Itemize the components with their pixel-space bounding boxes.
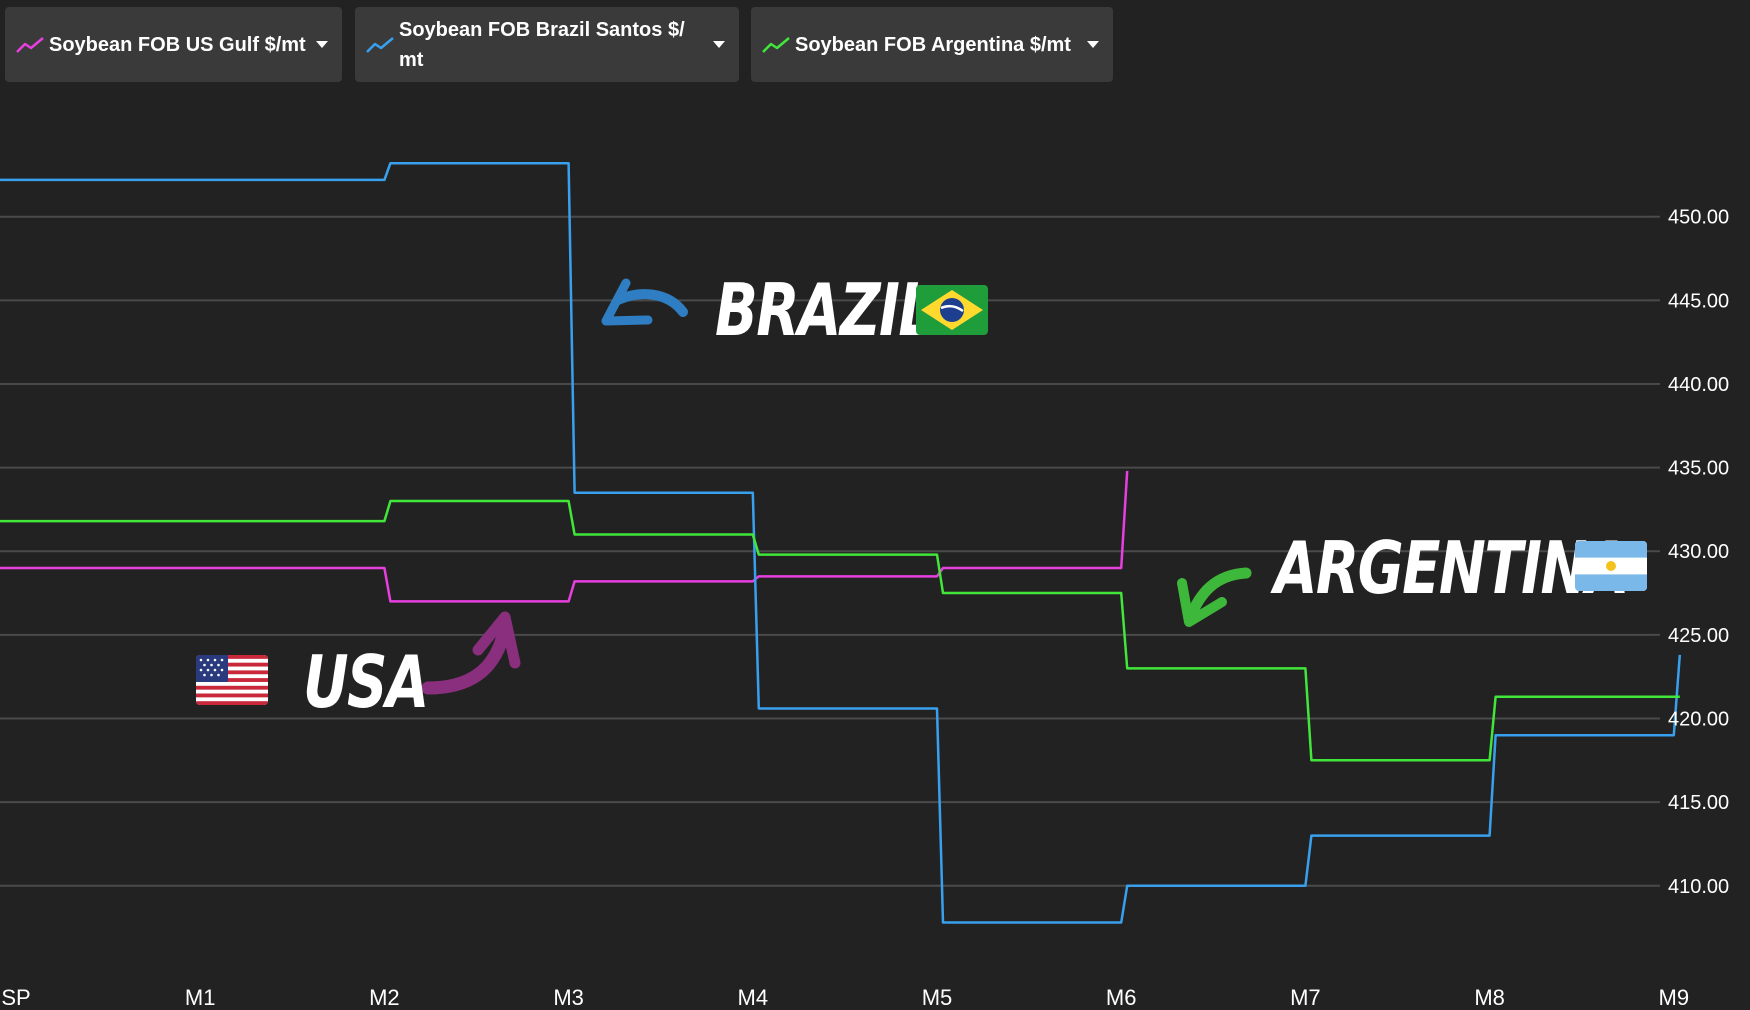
- y-tick-label: 435.00: [1668, 458, 1729, 480]
- argentina-flag-icon: [1575, 541, 1647, 591]
- curved-arrow-icon: [1184, 567, 1252, 624]
- legend-label: Soybean FOB Brazil Santos $/ mt: [399, 18, 685, 71]
- us-flag-icon: [196, 655, 268, 705]
- x-tick-label: M5: [922, 985, 953, 1010]
- y-tick-label: 445.00: [1668, 290, 1729, 312]
- legend-item-us-gulf[interactable]: Soybean FOB US Gulf $/mt: [5, 7, 342, 82]
- annotation-argentina: ARGENTINA: [1274, 526, 1629, 610]
- line-chart-icon: [762, 36, 790, 53]
- x-tick-label: M1: [185, 985, 216, 1010]
- series-line-0: [0, 470, 1129, 603]
- y-tick-label: 420.00: [1668, 708, 1729, 730]
- y-tick-label: 430.00: [1668, 541, 1729, 563]
- series-lines: [0, 161, 1682, 924]
- legend-label: Soybean FOB Argentina $/mt: [795, 33, 1071, 56]
- curved-arrow-icon: [613, 289, 688, 317]
- caret-down-icon[interactable]: [1087, 41, 1099, 48]
- caret-down-icon[interactable]: [713, 41, 725, 48]
- legend-item-brazil-santos[interactable]: Soybean FOB Brazil Santos $/ mt: [355, 7, 739, 82]
- x-tick-label: M8: [1474, 985, 1505, 1010]
- curved-arrow-icon: [421, 625, 511, 695]
- series-line-1: [0, 161, 1682, 924]
- x-tick-label: M2: [369, 985, 400, 1010]
- line-chart-icon: [366, 36, 394, 53]
- y-tick-label: 425.00: [1668, 625, 1729, 647]
- series-line-2: [0, 499, 1680, 762]
- legend-item-argentina[interactable]: Soybean FOB Argentina $/mt: [751, 7, 1113, 82]
- x-axis: SP M1 M2 M3 M4 M5 M6 M7 M8 M9: [1, 985, 1689, 1010]
- y-tick-label: 410.00: [1668, 876, 1729, 898]
- curved-arrow-icon: [601, 278, 653, 326]
- annotation-usa: USA: [303, 640, 429, 724]
- y-tick-label: 415.00: [1668, 792, 1729, 814]
- y-tick-label: 440.00: [1668, 374, 1729, 396]
- x-tick-label: M7: [1290, 985, 1321, 1010]
- x-tick-label: M3: [553, 985, 584, 1010]
- curved-arrow-icon: [1177, 578, 1227, 627]
- annotation-brazil: BRAZIL: [715, 268, 934, 352]
- y-axis: 410.00 415.00 420.00 425.00 430.00 435.00 440.…: [1650, 207, 1729, 898]
- legend-label: Soybean FOB US Gulf $/mt: [49, 33, 306, 56]
- grid: [0, 215, 1650, 887]
- legend-bar: Soybean FOB US Gulf $/mt Soybean FOB Bra…: [0, 0, 1750, 92]
- curved-arrow-icon: [472, 611, 521, 669]
- x-tick-label: M9: [1659, 985, 1690, 1010]
- x-tick-label: SP: [1, 985, 30, 1010]
- caret-down-icon[interactable]: [316, 41, 328, 48]
- brazil-flag-icon: [916, 285, 988, 335]
- x-tick-label: M6: [1106, 985, 1137, 1010]
- y-tick-label: 450.00: [1668, 207, 1729, 229]
- x-tick-label: M4: [738, 985, 769, 1010]
- line-chart-icon: [16, 36, 44, 53]
